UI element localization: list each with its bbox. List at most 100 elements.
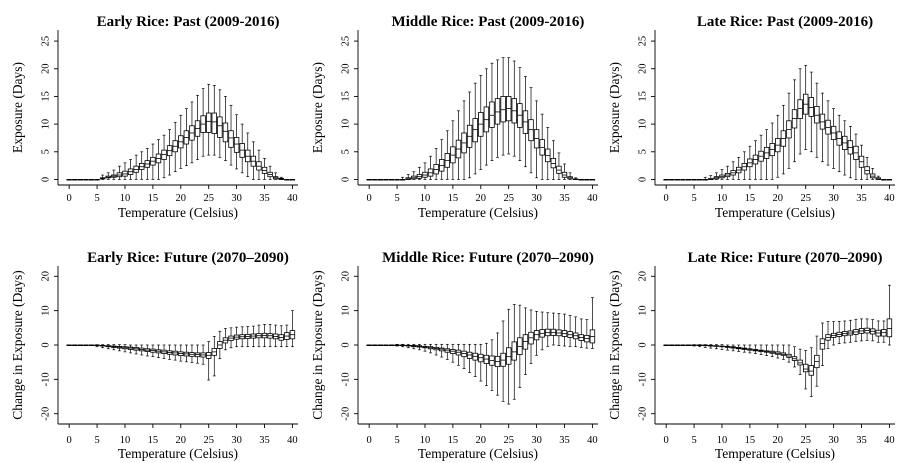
y-tick-label: 0 xyxy=(340,177,351,182)
x-tick-label: 5 xyxy=(691,435,696,446)
x-axis-title: Temperature (Celsius) xyxy=(418,205,538,220)
x-tick-label: 10 xyxy=(717,193,728,204)
y-tick-label: 25 xyxy=(40,36,51,47)
box xyxy=(494,98,501,125)
x-tick-label: 35 xyxy=(559,435,570,446)
x-tick-label: 25 xyxy=(203,435,214,446)
box xyxy=(533,330,540,341)
x-tick-label: 30 xyxy=(531,435,542,446)
y-tick-label: -10 xyxy=(637,372,648,386)
box xyxy=(205,112,212,133)
box xyxy=(217,116,223,138)
box xyxy=(222,122,229,143)
y-tick-label: 0 xyxy=(40,342,51,347)
x-tick-label: 20 xyxy=(773,435,784,446)
x-tick-label: 10 xyxy=(420,193,431,204)
y-axis-title: Exposure (Days) xyxy=(310,62,325,153)
box xyxy=(528,119,534,142)
x-tick-label: 10 xyxy=(120,193,131,204)
y-tick-label: 20 xyxy=(340,64,351,75)
x-tick-label: 35 xyxy=(259,435,270,446)
box xyxy=(233,136,240,153)
y-tick-label: 5 xyxy=(40,149,51,154)
x-axis-title: Temperature (Celsius) xyxy=(118,205,238,220)
x-tick-label: 30 xyxy=(828,435,839,446)
y-tick-label: 20 xyxy=(40,64,51,75)
y-tick-label: 20 xyxy=(340,271,351,282)
box xyxy=(802,363,809,373)
x-tick-label: 15 xyxy=(745,435,756,446)
x-axis-title: Temperature (Celsius) xyxy=(715,205,835,220)
y-tick-label: 10 xyxy=(40,119,51,130)
x-tick-label: 5 xyxy=(691,193,696,204)
x-tick-label: 0 xyxy=(367,435,372,446)
x-tick-label: 25 xyxy=(800,193,811,204)
x-tick-label: 35 xyxy=(559,193,570,204)
box xyxy=(808,365,814,376)
y-axis-title: Exposure (Days) xyxy=(10,62,25,153)
y-axis-title: Change in Exposure (Days) xyxy=(10,270,25,420)
x-tick-label: 30 xyxy=(231,435,242,446)
y-tick-label: 0 xyxy=(637,342,648,347)
x-tick-label: 40 xyxy=(287,193,298,204)
y-tick-label: 20 xyxy=(637,271,648,282)
x-tick-label: 0 xyxy=(67,193,72,204)
x-tick-label: 40 xyxy=(884,193,895,204)
y-axis-title: Change in Exposure (Days) xyxy=(310,270,325,420)
chart-title: Early Rice: Past (2009-2016) xyxy=(97,14,280,30)
x-tick-label: 15 xyxy=(448,193,459,204)
chart-title: Late Rice: Past (2009-2016) xyxy=(697,14,873,30)
x-tick-label: 20 xyxy=(476,193,487,204)
x-tick-label: 0 xyxy=(67,435,72,446)
x-tick-label: 30 xyxy=(231,193,242,204)
x-tick-label: 5 xyxy=(94,435,99,446)
y-tick-label: -20 xyxy=(637,407,648,421)
x-tick-label: 0 xyxy=(664,435,669,446)
x-tick-label: 5 xyxy=(394,435,399,446)
box xyxy=(814,105,820,124)
x-tick-label: 15 xyxy=(448,435,459,446)
y-tick-label: 5 xyxy=(340,149,351,154)
y-tick-label: 25 xyxy=(637,36,648,47)
x-tick-label: 0 xyxy=(664,193,669,204)
y-tick-label: -20 xyxy=(40,407,51,421)
x-axis-title: Temperature (Celsius) xyxy=(118,446,238,461)
x-tick-label: 35 xyxy=(259,193,270,204)
x-tick-label: 30 xyxy=(828,193,839,204)
y-tick-label: 10 xyxy=(340,119,351,130)
box xyxy=(211,112,217,134)
x-tick-label: 15 xyxy=(148,435,159,446)
x-tick-label: 25 xyxy=(503,435,514,446)
x-tick-label: 40 xyxy=(587,435,598,446)
x-tick-label: 10 xyxy=(717,435,728,446)
y-tick-label: 5 xyxy=(637,149,648,154)
box xyxy=(489,101,495,128)
y-tick-label: 10 xyxy=(40,305,51,316)
y-tick-label: 20 xyxy=(40,271,51,282)
x-tick-label: 25 xyxy=(800,435,811,446)
box xyxy=(797,99,803,119)
y-axis-title: Change in Exposure (Days) xyxy=(607,270,622,420)
y-tick-label: 10 xyxy=(340,305,351,316)
y-tick-label: 0 xyxy=(637,177,648,182)
x-axis-title: Temperature (Celsius) xyxy=(715,446,835,461)
box xyxy=(808,97,814,117)
y-tick-label: -10 xyxy=(40,372,51,386)
x-tick-label: 5 xyxy=(94,193,99,204)
x-tick-label: 10 xyxy=(420,435,431,446)
box xyxy=(228,130,234,148)
y-tick-label: 15 xyxy=(340,91,351,102)
x-tick-label: 10 xyxy=(120,435,131,446)
x-tick-label: 35 xyxy=(856,435,867,446)
x-tick-label: 35 xyxy=(856,193,867,204)
y-tick-label: 0 xyxy=(340,342,351,347)
x-tick-label: 30 xyxy=(531,193,542,204)
y-tick-label: 25 xyxy=(340,36,351,47)
x-tick-label: 0 xyxy=(367,193,372,204)
x-tick-label: 25 xyxy=(203,193,214,204)
y-tick-label: 0 xyxy=(40,177,51,182)
chart-title: Middle Rice: Future (2070–2090) xyxy=(382,250,594,266)
chart-title: Late Rice: Future (2070–2090) xyxy=(687,250,882,266)
box xyxy=(511,341,517,361)
